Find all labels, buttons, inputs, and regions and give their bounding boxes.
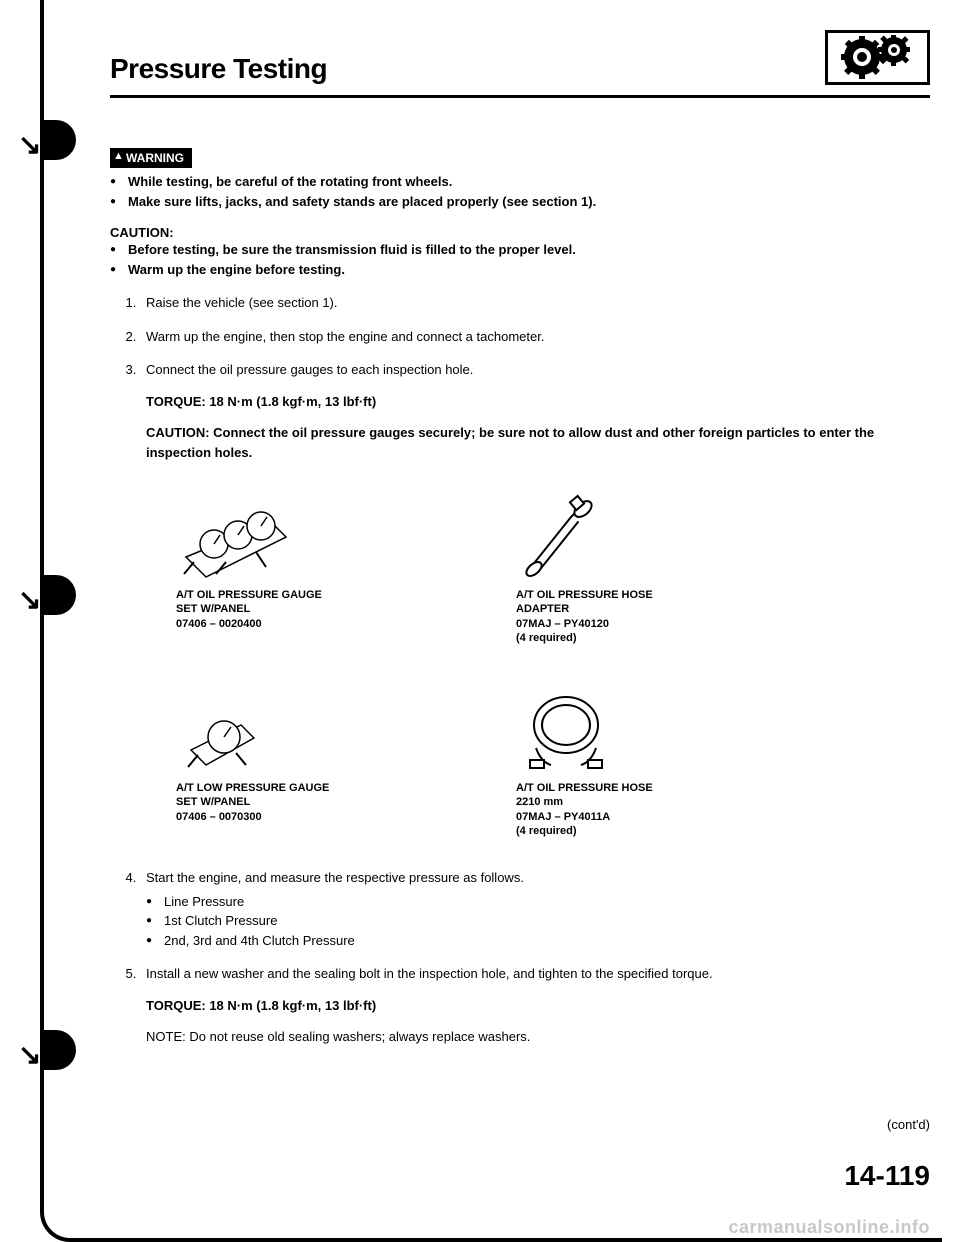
caution-item: Warm up the engine before testing. (110, 260, 930, 280)
step-4: Start the engine, and measure the respec… (140, 868, 930, 950)
gauge1-caption: A/T OIL PRESSURE GAUGE SET W/PANEL 07406… (176, 588, 396, 631)
pressure-hose-icon (516, 690, 616, 775)
gear-icon-box (825, 30, 930, 85)
page-header: Pressure Testing (110, 30, 930, 95)
note-text: Do not reuse old sealing washers; always… (189, 1029, 530, 1044)
gauge-item-2: A/T OIL PRESSURE HOSE ADAPTER 07MAJ – PY… (516, 482, 736, 645)
page-content: Pressure Testing (110, 30, 930, 1061)
step-4-sublist: Line Pressure 1st Clutch Pressure 2nd, 3… (146, 892, 930, 951)
caution-item: Before testing, be sure the transmission… (110, 240, 930, 260)
gauge-row-1: A/T OIL PRESSURE GAUGE SET W/PANEL 07406… (176, 482, 930, 645)
sub-item: Line Pressure (146, 892, 930, 912)
note-block: NOTE: Do not reuse old sealing washers; … (146, 1027, 930, 1047)
note-prefix: NOTE: (146, 1029, 186, 1044)
hose-adapter-icon (516, 492, 606, 582)
continued-label: (cont'd) (887, 1117, 930, 1132)
binding-arrow-icon: ↘ (18, 583, 41, 616)
gear-icon (830, 35, 925, 80)
gauge3-caption: A/T LOW PRESSURE GAUGE SET W/PANEL 07406… (176, 781, 396, 824)
step-1: Raise the vehicle (see section 1). (140, 293, 930, 313)
steps-list: Raise the vehicle (see section 1). Warm … (110, 293, 930, 1047)
step-5-text: Install a new washer and the sealing bol… (146, 966, 713, 981)
step-5: Install a new washer and the sealing bol… (140, 964, 930, 1047)
page-title: Pressure Testing (110, 53, 327, 85)
gauge-item-1: A/T OIL PRESSURE GAUGE SET W/PANEL 07406… (176, 482, 396, 645)
binding-arrow-icon: ↘ (18, 1038, 41, 1071)
caution-block-2: CAUTION: Connect the oil pressure gauges… (146, 423, 930, 462)
low-pressure-gauge-icon (176, 705, 266, 775)
torque-spec-2: TORQUE: 18 N·m (1.8 kgf·m, 13 lbf·ft) (146, 996, 930, 1016)
gauge-item-3: A/T LOW PRESSURE GAUGE SET W/PANEL 07406… (176, 675, 396, 838)
warning-tag: WARNING (110, 148, 192, 168)
torque-spec-1: TORQUE: 18 N·m (1.8 kgf·m, 13 lbf·ft) (146, 392, 930, 412)
gauge2-caption: A/T OIL PRESSURE HOSE ADAPTER 07MAJ – PY… (516, 588, 736, 645)
watermark: carmanualsonline.info (728, 1217, 930, 1238)
caution-label: CAUTION: (110, 225, 930, 240)
warning-item: Make sure lifts, jacks, and safety stand… (110, 192, 930, 212)
page-number: 14-119 (844, 1160, 930, 1192)
step-2: Warm up the engine, then stop the engine… (140, 327, 930, 347)
warning-list: While testing, be careful of the rotatin… (110, 172, 930, 211)
gauge4-caption: A/T OIL PRESSURE HOSE 2210 mm 07MAJ – PY… (516, 781, 736, 838)
step-3: Connect the oil pressure gauges to each … (140, 360, 930, 838)
caution-list: Before testing, be sure the transmission… (110, 240, 930, 279)
pressure-gauge-set-icon (176, 502, 296, 582)
warning-item: While testing, be careful of the rotatin… (110, 172, 930, 192)
sub-item: 2nd, 3rd and 4th Clutch Pressure (146, 931, 930, 951)
header-rule (110, 95, 930, 98)
gauge-item-4: A/T OIL PRESSURE HOSE 2210 mm 07MAJ – PY… (516, 675, 736, 838)
gauge-row-2: A/T LOW PRESSURE GAUGE SET W/PANEL 07406… (176, 675, 930, 838)
step-3-text: Connect the oil pressure gauges to each … (146, 362, 473, 377)
caution2-text: Connect the oil pressure gauges securely… (146, 425, 874, 460)
caution2-prefix: CAUTION: (146, 425, 210, 440)
binding-arrow-icon: ↘ (18, 128, 41, 161)
sub-item: 1st Clutch Pressure (146, 911, 930, 931)
step-4-intro: Start the engine, and measure the respec… (146, 870, 524, 885)
